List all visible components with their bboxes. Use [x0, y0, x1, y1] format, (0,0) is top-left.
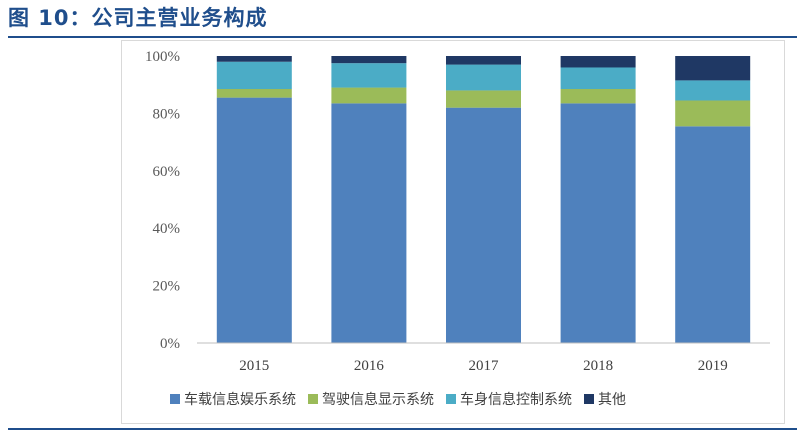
y-tick-label: 80%: [153, 106, 181, 122]
y-axis: 0% 20% 40% 60% 80% 100%: [145, 49, 180, 352]
bar-segment: [675, 56, 751, 81]
y-tick-label: 40%: [153, 221, 181, 237]
legend-swatch: [170, 394, 180, 404]
y-tick-label: 0%: [160, 336, 180, 352]
legend: 车载信息娱乐系统 驾驶信息显示系统 车身信息控制系统 其他: [170, 391, 626, 408]
bar-segment: [216, 61, 292, 90]
bar-segment: [331, 103, 407, 343]
x-tick-label: 2017: [469, 358, 500, 374]
x-tick-label: 2018: [583, 358, 613, 374]
bar-segment: [216, 89, 292, 98]
bar-segment: [560, 56, 636, 68]
bar-segment: [675, 100, 751, 127]
bar-segment: [675, 80, 751, 101]
x-tick-label: 2019: [698, 358, 728, 374]
y-tick-label: 60%: [153, 164, 181, 180]
bottom-rule: [8, 428, 797, 430]
y-tick-label: 20%: [153, 279, 181, 295]
bar-segment: [216, 97, 292, 344]
x-tick-label: 2016: [354, 358, 385, 374]
x-axis: 2015 2016 2017 2018 2019: [197, 342, 770, 374]
bar-segment: [446, 90, 521, 108]
legend-label: 车身信息控制系统: [460, 391, 572, 408]
bar-segment: [560, 89, 636, 104]
legend-swatch: [446, 394, 456, 404]
chart-frame: [121, 40, 785, 424]
x-tick-label: 2015: [239, 358, 269, 374]
bar-segment: [560, 67, 636, 90]
legend-swatch: [308, 394, 318, 404]
legend-swatch: [584, 394, 594, 404]
bar-segment: [331, 63, 407, 88]
bar-segment: [446, 56, 521, 65]
bar-segment: [331, 56, 407, 64]
figure-title: 图 10：公司主营业务构成: [8, 6, 268, 30]
legend-label: 驾驶信息显示系统: [322, 391, 434, 408]
bar-segment: [446, 107, 521, 343]
bar-segment: [331, 87, 407, 104]
legend-label: 车载信息娱乐系统: [184, 391, 296, 408]
title-underline: [8, 36, 797, 38]
bar-segment: [560, 103, 636, 343]
y-tick-label: 100%: [145, 49, 180, 65]
legend-label: 其他: [598, 392, 626, 408]
bar-segment: [675, 126, 751, 343]
bar-segment: [216, 56, 292, 62]
bar-segment: [446, 64, 521, 91]
bars: [216, 56, 751, 344]
